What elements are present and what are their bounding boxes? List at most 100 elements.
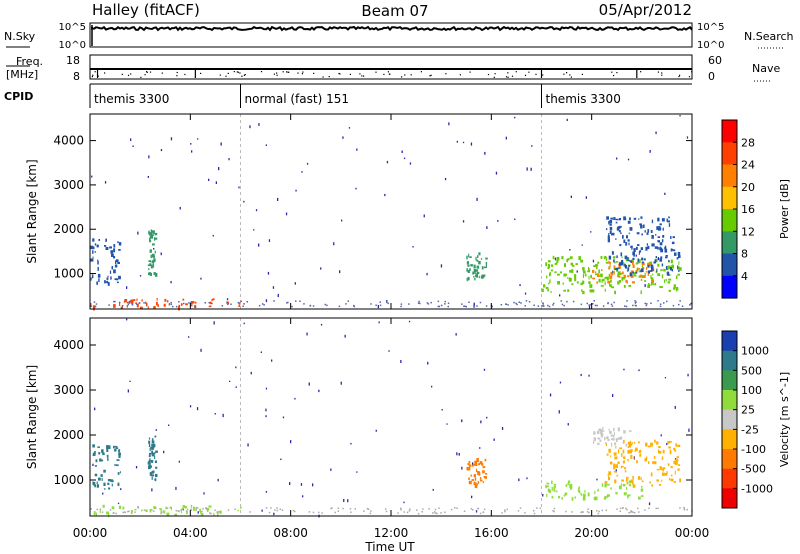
ground-speck — [205, 507, 207, 509]
heatmap-cell — [630, 260, 633, 263]
ground-speck — [588, 304, 590, 306]
heatmap-cell — [588, 267, 590, 271]
heatmap-cell — [627, 458, 629, 462]
scatter-speck — [530, 167, 532, 171]
heatmap-cell — [640, 216, 643, 219]
heatmap-cell — [629, 451, 632, 454]
scatter-speck — [217, 478, 219, 482]
scatter-speck — [229, 380, 231, 383]
heatmap-cell — [154, 460, 157, 463]
heatmap-cell — [154, 455, 156, 460]
scatter-speck — [526, 167, 528, 171]
ground-speck — [114, 300, 116, 303]
heatmap-cell — [588, 275, 590, 280]
heatmap-cell — [647, 445, 651, 448]
heatmap-cell — [148, 268, 150, 271]
heatmap-cell — [666, 271, 670, 276]
nave-dot — [688, 76, 691, 78]
heatmap-cell — [482, 481, 485, 483]
colorbar-swatch — [722, 120, 737, 143]
ground-speck — [505, 303, 507, 305]
heatmap-cell — [618, 280, 621, 283]
ground-speck — [418, 300, 420, 303]
heatmap-cell — [629, 483, 631, 487]
heatmap-cell — [94, 243, 97, 246]
heatmap-cell — [475, 463, 478, 466]
nave-dot — [94, 71, 96, 73]
nave-dot — [430, 74, 432, 76]
ground-speck — [472, 509, 474, 511]
ground-speck — [408, 303, 410, 305]
colorbar-swatch — [722, 350, 737, 371]
ground-speck — [635, 301, 637, 303]
heatmap-cell — [635, 447, 638, 452]
colorbar-tick-label: 25 — [741, 404, 755, 417]
ground-speck — [354, 508, 356, 510]
heatmap-cell — [607, 483, 610, 486]
ground-speck — [552, 302, 555, 305]
scatter-speck — [341, 219, 343, 222]
heatmap-cell — [661, 218, 665, 222]
ground-speck — [94, 305, 97, 308]
heatmap-cell — [481, 274, 485, 278]
colorbar-swatch — [722, 186, 737, 210]
heatmap-cell — [639, 449, 642, 452]
nave-dot — [146, 71, 148, 73]
ground-speck — [146, 304, 148, 307]
heatmap-cell — [608, 476, 611, 481]
heatmap-cell — [591, 289, 595, 293]
scatter-speck — [480, 420, 482, 424]
scatter-speck — [255, 209, 258, 212]
heatmap-cell — [95, 459, 98, 463]
ground-speck — [326, 304, 328, 307]
heatmap-cell — [97, 446, 100, 448]
heatmap-cell — [656, 268, 658, 273]
heatmap-cell — [94, 484, 97, 488]
heatmap-cell — [658, 449, 660, 454]
heatmap-cell — [636, 460, 638, 464]
heatmap-cell — [651, 484, 653, 487]
heatmap-cell — [96, 281, 98, 285]
heatmap-cell — [589, 289, 593, 293]
heatmap-cell — [106, 277, 109, 280]
heatmap-cell — [98, 477, 101, 481]
ground-speck — [124, 511, 126, 514]
heatmap-cell — [609, 220, 613, 224]
ground-speck — [566, 300, 568, 303]
ground-speck — [645, 304, 648, 307]
heatmap-cell — [666, 218, 668, 222]
heatmap-cell — [551, 495, 554, 499]
heatmap-cell — [632, 251, 635, 256]
heatmap-cell — [149, 272, 152, 276]
heatmap-cell — [574, 274, 577, 278]
ground-speck — [444, 511, 446, 513]
ground-speck — [400, 507, 402, 510]
heatmap-cell — [118, 454, 121, 458]
ground-speck — [689, 304, 691, 306]
ground-speck — [312, 305, 315, 307]
nave-dot — [640, 71, 642, 73]
colorbar-swatch — [722, 429, 737, 450]
scatter-speck — [148, 155, 150, 159]
heatmap-cell — [594, 490, 596, 495]
ground-speck — [485, 305, 488, 307]
heatmap-cell — [640, 269, 643, 273]
ground-speck — [517, 510, 520, 512]
heatmap-cell — [644, 272, 646, 277]
ground-speck — [273, 300, 275, 302]
heatmap-cell — [154, 237, 156, 241]
heatmap-cell — [178, 306, 180, 311]
heatmap-cell — [647, 245, 650, 250]
heatmap-cell — [673, 287, 676, 290]
heatmap-cell — [154, 435, 157, 438]
heatmap-cell — [640, 274, 642, 278]
scatter-speck — [493, 438, 495, 441]
scatter-speck — [302, 495, 304, 498]
nave-dot — [524, 74, 527, 76]
nave-dot — [339, 73, 341, 75]
heatmap-cell — [468, 461, 470, 464]
ground-speck — [434, 508, 437, 511]
scatter-speck — [355, 187, 357, 190]
heatmap-cell — [662, 227, 664, 231]
heatmap-cell — [149, 237, 151, 242]
